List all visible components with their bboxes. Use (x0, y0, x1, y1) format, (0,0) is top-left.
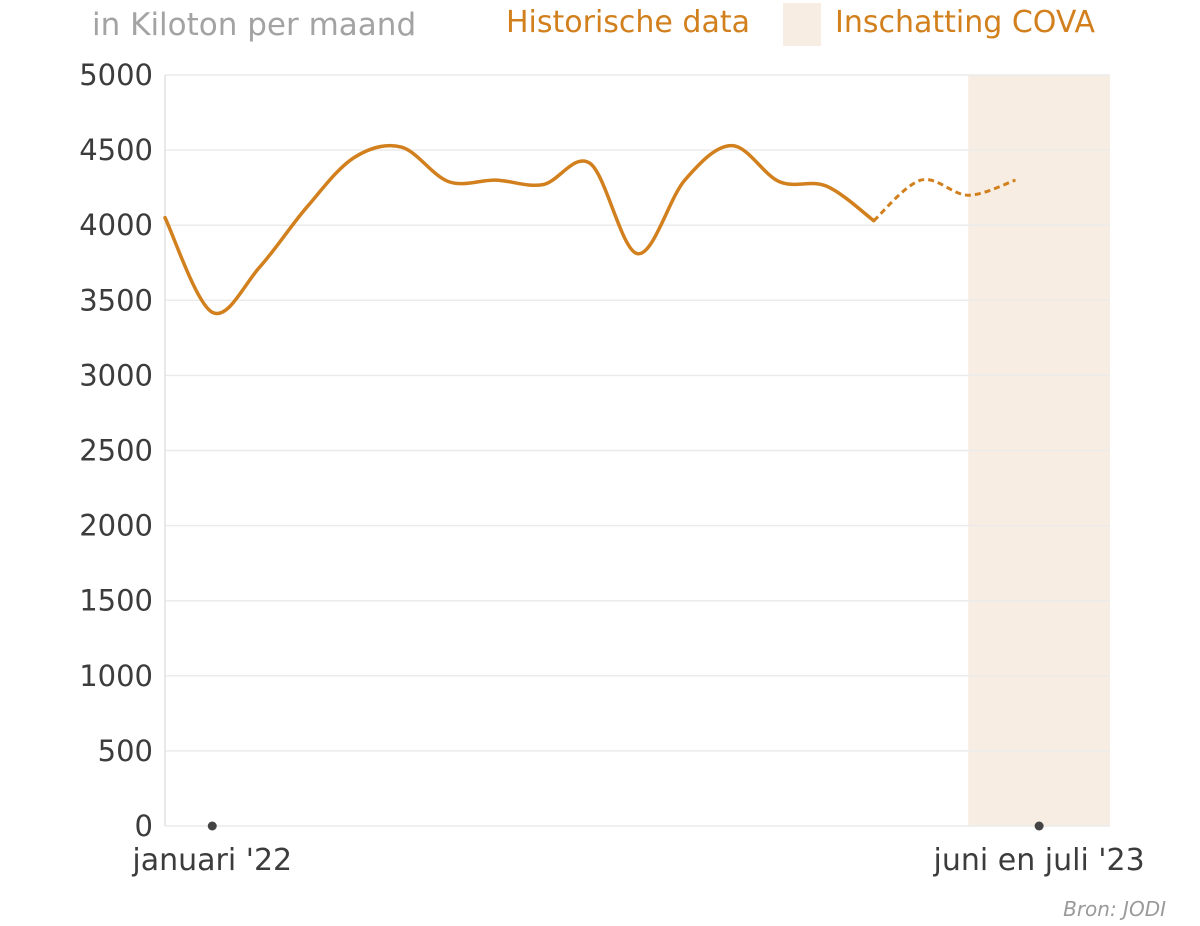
x-axis-ticks: januari '22 juni en juli '23 (131, 821, 1145, 878)
grid (165, 74, 1110, 827)
y-tick-label: 2000 (79, 509, 153, 543)
x-tick-label: januari '22 (131, 843, 292, 878)
y-tick-label: 5000 (79, 58, 153, 92)
legend-forecast-swatch (783, 3, 821, 46)
legend-forecast-label: Inschatting COVA (835, 5, 1095, 40)
series (163, 143, 1017, 316)
y-axis-ticks: 0 500 1000 1500 2000 2500 3000 3500 4000 4500 5000 (79, 58, 153, 843)
unit-label: in Kiloton per maand (92, 7, 416, 43)
legend-historical-label: Historische data (506, 5, 750, 40)
y-tick-label: 3000 (79, 358, 153, 392)
y-tick-label: 2500 (79, 434, 153, 468)
y-tick-label: 4000 (79, 208, 153, 242)
legend: Historische data Inschatting COVA (506, 3, 1095, 46)
y-tick-label: 4500 (79, 133, 153, 167)
y-tick-label: 1000 (79, 659, 153, 693)
x-tick-label: juni en juli '23 (933, 843, 1145, 878)
x-tick-dot (1034, 821, 1044, 831)
x-tick-dot (207, 821, 217, 831)
series-line-historical (163, 143, 876, 316)
y-tick-label: 1500 (79, 584, 153, 618)
y-tick-label: 3500 (79, 283, 153, 317)
y-tick-label: 0 (135, 809, 153, 843)
y-tick-label: 500 (98, 734, 153, 768)
source-note: Bron: JODI (1063, 897, 1166, 921)
series-line-forecast (872, 178, 1017, 222)
